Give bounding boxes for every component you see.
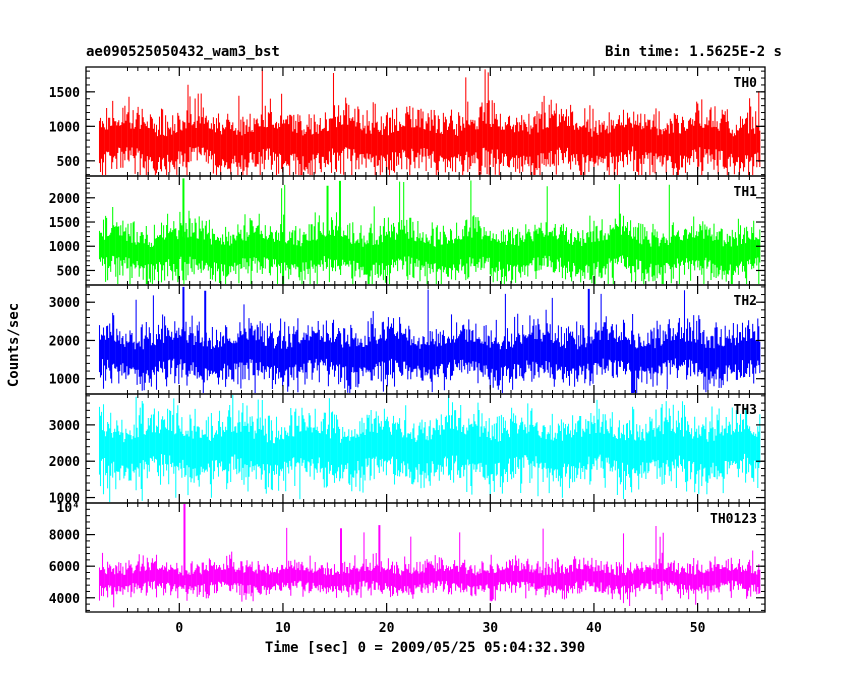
series-th0 (98, 69, 761, 175)
series-th3 (98, 395, 761, 502)
panel-frame-th0123 (85, 502, 766, 613)
y-tick-label: 6000 (49, 560, 80, 575)
y-tick-label: 1000 (49, 240, 80, 255)
x-tick-label: 0 (175, 621, 183, 636)
y-tick-label: 1000 (49, 492, 80, 507)
x-tick-label: 10 (275, 621, 291, 636)
x-tick-label: 50 (690, 621, 706, 636)
y-tick-label: 1000 (49, 373, 80, 388)
y-tick-label: 3000 (49, 419, 80, 434)
panel-label-th1: TH1 (734, 185, 758, 200)
x-tick-label: 40 (586, 621, 602, 636)
y-tick-label: 1500 (49, 216, 80, 231)
panel-label-th2: TH2 (734, 294, 757, 309)
y-tick-label: 2000 (49, 334, 80, 349)
bin-time-label: Bin time: 1.5625E-2 s (604, 44, 782, 60)
panel-label-th0: TH0 (734, 76, 758, 91)
y-tick-label: 2000 (49, 455, 80, 470)
y-tick-label-exponent: 10⁴ (57, 501, 80, 516)
panel-label-th0123: TH0123 (710, 512, 757, 527)
y-tick-label: 2000 (49, 192, 80, 207)
y-tick-label: 3000 (49, 296, 80, 311)
series-th2 (98, 289, 761, 393)
x-tick-label: 20 (379, 621, 395, 636)
series-th0123 (98, 526, 761, 608)
series-th1 (98, 180, 761, 284)
observation-id-label: ae090525050432_wam3_bst (86, 44, 280, 60)
y-tick-label: 1000 (49, 120, 80, 135)
y-tick-label: 500 (57, 264, 81, 279)
y-tick-label: 1500 (49, 86, 80, 101)
x-tick-label: 30 (482, 621, 498, 636)
y-tick-label: 500 (57, 155, 81, 170)
y-tick-label: 8000 (49, 529, 80, 544)
y-tick-label: 4000 (49, 592, 80, 607)
panel-label-th3: TH3 (734, 403, 757, 418)
x-axis-label: Time [sec] 0 = 2009/05/25 05:04:32.390 (264, 640, 586, 656)
